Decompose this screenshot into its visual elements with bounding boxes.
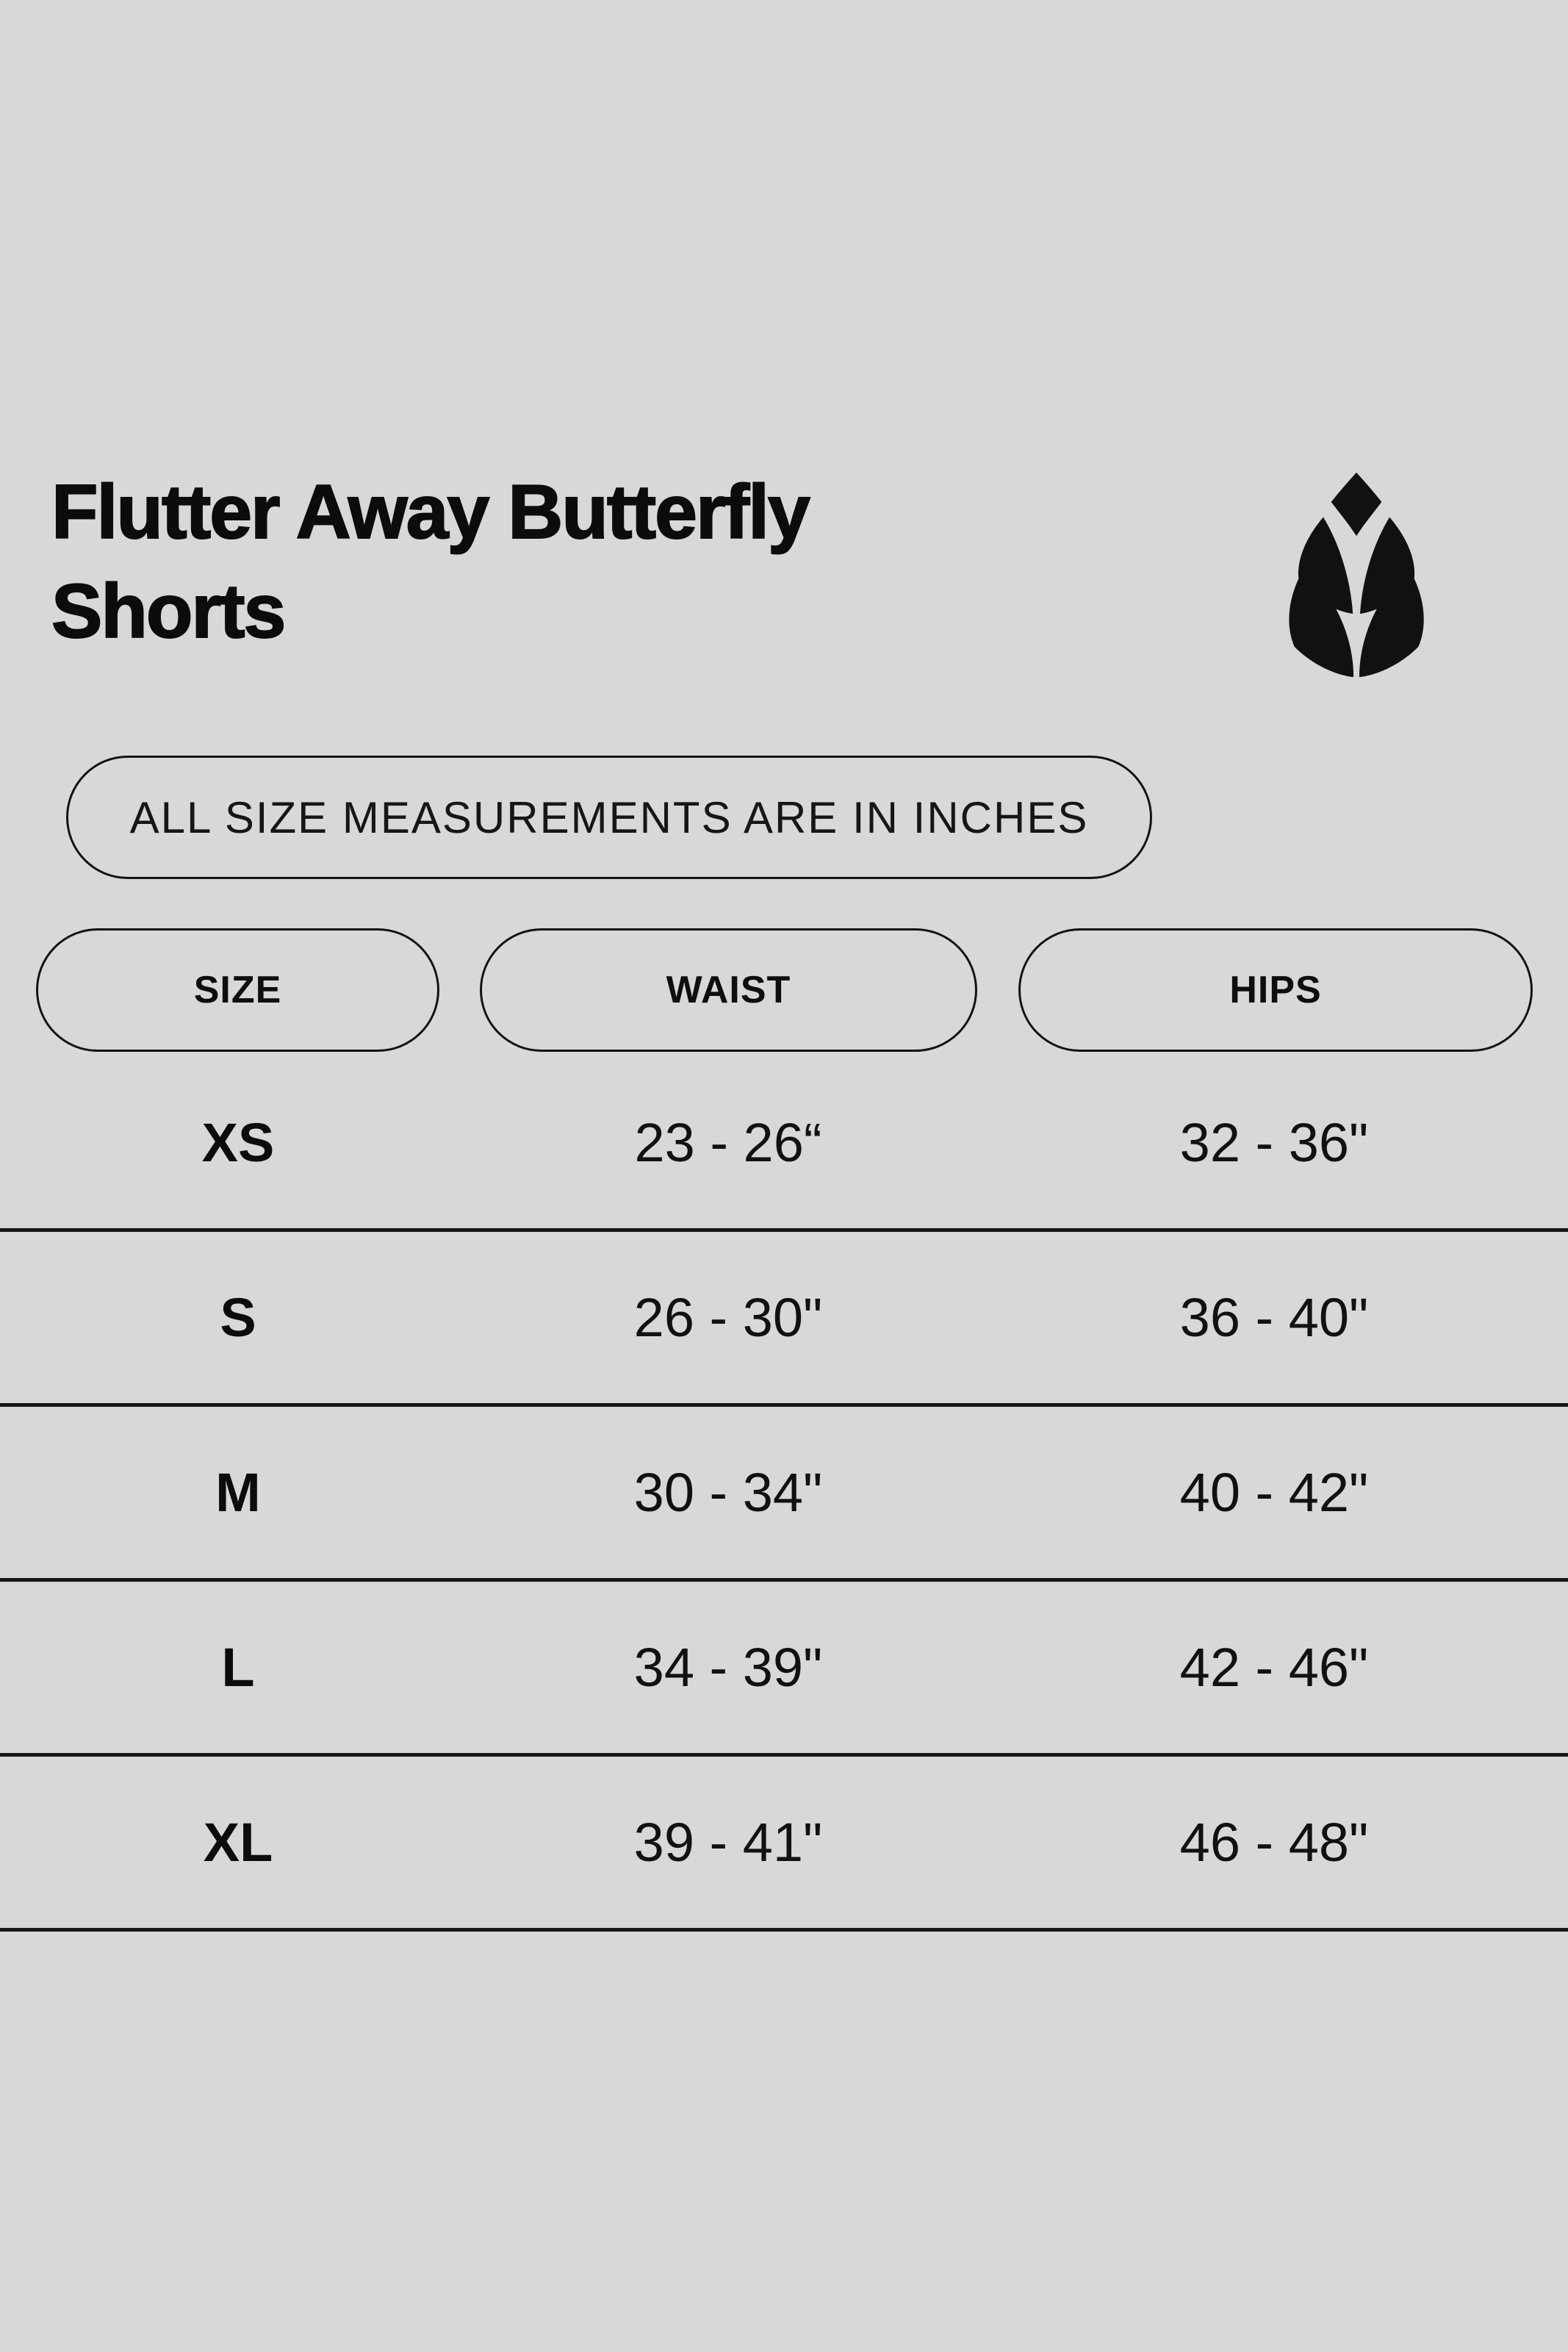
size-cell: S <box>220 1287 256 1348</box>
waist-cell: 26 - 30" <box>633 1287 823 1348</box>
column-header-size-label: SIZE <box>193 969 282 1011</box>
waist-cell: 23 - 26“ <box>634 1112 822 1173</box>
column-header-hips-label: HIPS <box>1229 969 1322 1011</box>
column-header-waist-label: WAIST <box>666 969 791 1011</box>
measurement-note-label: ALL SIZE MEASUREMENTS ARE IN INCHES <box>129 792 1089 842</box>
table-row: XL 39 - 41" 46 - 48" <box>0 1757 1568 1932</box>
table-row: XS 23 - 26“ 32 - 36" <box>0 1057 1568 1232</box>
waist-cell: 30 - 34" <box>633 1462 823 1523</box>
waist-cell: 34 - 39" <box>633 1637 823 1698</box>
hips-cell: 40 - 42" <box>1179 1462 1369 1523</box>
size-cell: XL <box>203 1812 273 1873</box>
size-cell: M <box>215 1462 261 1523</box>
measurement-note-pill: ALL SIZE MEASUREMENTS ARE IN INCHES <box>66 756 1152 879</box>
size-cell: XS <box>201 1112 275 1173</box>
table-row: M 30 - 34" 40 - 42" <box>0 1407 1568 1582</box>
hips-cell: 32 - 36" <box>1179 1112 1369 1173</box>
size-table-body: XS 23 - 26“ 32 - 36" S 26 - 30" 36 - 40"… <box>0 1057 1568 1932</box>
page-title: Flutter Away Butterfly Shorts <box>51 469 811 655</box>
table-row: L 34 - 39" 42 - 46" <box>0 1582 1568 1757</box>
size-cell: L <box>221 1637 255 1698</box>
hips-cell: 46 - 48" <box>1179 1812 1369 1873</box>
lotus-bud-icon <box>1289 472 1424 678</box>
hips-cell: 36 - 40" <box>1179 1287 1369 1348</box>
column-header-hips: HIPS <box>1018 928 1533 1052</box>
hips-cell: 42 - 46" <box>1179 1637 1369 1698</box>
column-header-size: SIZE <box>36 928 439 1052</box>
column-header-waist: WAIST <box>480 928 977 1052</box>
waist-cell: 39 - 41" <box>633 1812 823 1873</box>
table-row: S 26 - 30" 36 - 40" <box>0 1232 1568 1407</box>
